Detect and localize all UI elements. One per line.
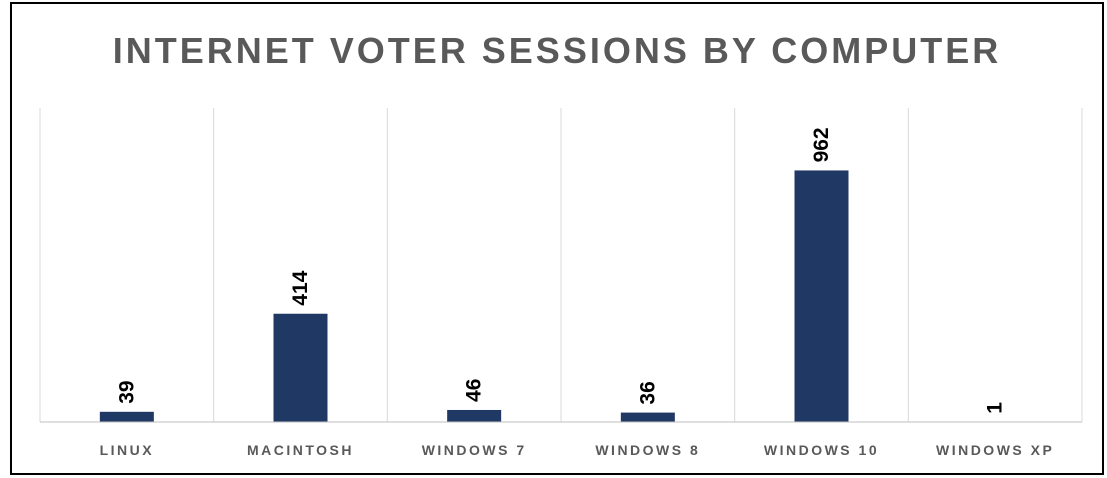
bar-windows-8	[620, 412, 675, 422]
data-label: 36	[636, 381, 659, 404]
chart-title: INTERNET VOTER SESSIONS BY COMPUTER	[112, 30, 1002, 71]
category-label: MACINTOSH	[247, 442, 354, 458]
data-label: 414	[289, 270, 312, 305]
category-label: WINDOWS XP	[936, 442, 1054, 458]
category-label: WINDOWS 8	[595, 442, 700, 458]
category-label: LINUX	[100, 442, 155, 458]
category-label: WINDOWS 10	[764, 442, 879, 458]
gridlines	[39, 108, 1083, 422]
data-label: 39	[115, 380, 138, 403]
data-label: 1	[984, 402, 1007, 414]
bar-macintosh	[273, 313, 328, 422]
data-label: 46	[463, 379, 486, 402]
data-labels: 39 414 46 36 962 1	[115, 127, 1006, 413]
bar-windows-10	[794, 170, 849, 422]
data-label: 962	[810, 127, 833, 162]
category-labels: LINUX MACINTOSH WINDOWS 7 WINDOWS 8 WINDOWS …	[100, 442, 1054, 458]
bar-linux	[99, 411, 154, 422]
category-label: WINDOWS 7	[422, 442, 527, 458]
chart-frame	[10, 2, 1104, 475]
bar-windows-7	[447, 409, 502, 422]
